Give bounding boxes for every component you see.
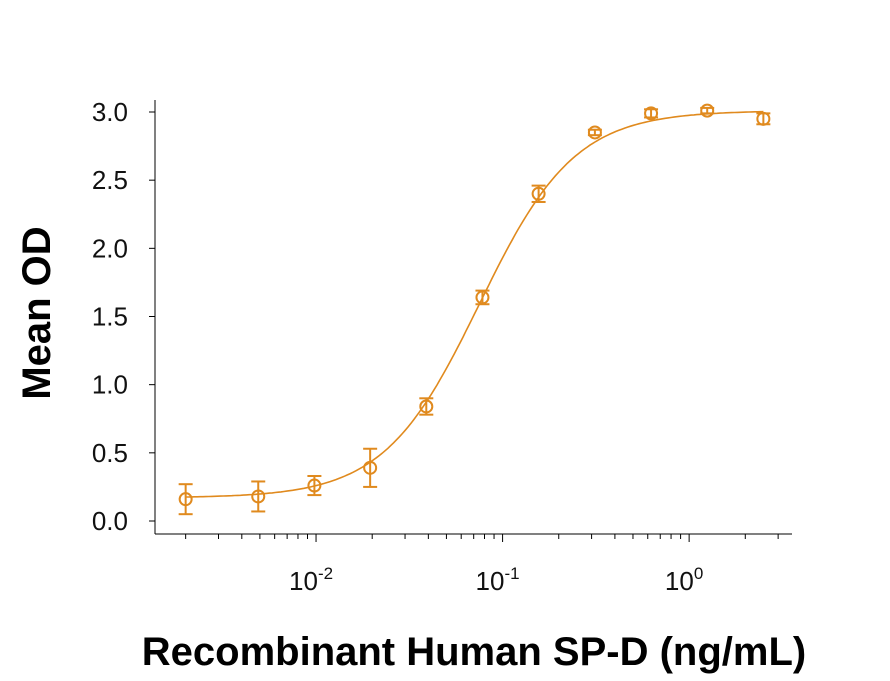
data-marker bbox=[756, 111, 771, 126]
x-tick-base: 10 bbox=[476, 566, 505, 596]
y-tick-label: 1.5 bbox=[92, 302, 128, 332]
data-marker bbox=[587, 125, 602, 140]
x-tick-exponent: -1 bbox=[504, 564, 519, 583]
x-tick-label: 10-1 bbox=[476, 564, 520, 596]
x-tick-exponent: 0 bbox=[694, 564, 703, 583]
data-point bbox=[307, 475, 322, 497]
data-marker bbox=[307, 478, 322, 493]
data-marker bbox=[644, 106, 659, 121]
data-marker bbox=[700, 103, 715, 118]
axes: 0.00.51.01.52.02.53.010-2 10-1 100 bbox=[92, 97, 792, 596]
y-tick-label: 2.0 bbox=[92, 233, 128, 263]
data-marker bbox=[363, 460, 378, 475]
data-point bbox=[644, 106, 659, 121]
data-marker bbox=[178, 492, 193, 507]
data-point bbox=[419, 397, 434, 416]
x-tick-base: 10 bbox=[665, 566, 694, 596]
x-axis-title: Recombinant Human SP-D (ng/mL) bbox=[142, 630, 806, 674]
fit-curve bbox=[185, 110, 764, 498]
y-tick-label: 3.0 bbox=[92, 97, 128, 127]
data-marker bbox=[475, 290, 490, 305]
data-marks bbox=[178, 103, 771, 516]
data-point bbox=[756, 111, 771, 126]
data-point bbox=[178, 483, 193, 516]
data-marker bbox=[531, 186, 546, 201]
y-tick-label: 1.0 bbox=[92, 370, 128, 400]
y-tick-label: 2.5 bbox=[92, 165, 128, 195]
y-axis-title: Mean OD bbox=[15, 226, 59, 399]
data-point bbox=[700, 103, 715, 118]
x-tick-label: 10-2 bbox=[289, 564, 333, 596]
data-marker bbox=[419, 399, 434, 414]
data-point bbox=[251, 480, 266, 513]
data-point bbox=[531, 184, 546, 203]
data-marker bbox=[251, 489, 266, 504]
x-tick-base: 10 bbox=[289, 566, 318, 596]
data-point bbox=[475, 289, 490, 306]
x-tick-exponent: -2 bbox=[318, 564, 333, 583]
y-tick-label: 0.5 bbox=[92, 438, 128, 468]
data-point bbox=[587, 125, 602, 140]
y-tick-label: 0.0 bbox=[92, 506, 128, 536]
x-tick-label: 100 bbox=[665, 564, 703, 596]
data-point bbox=[363, 447, 378, 488]
